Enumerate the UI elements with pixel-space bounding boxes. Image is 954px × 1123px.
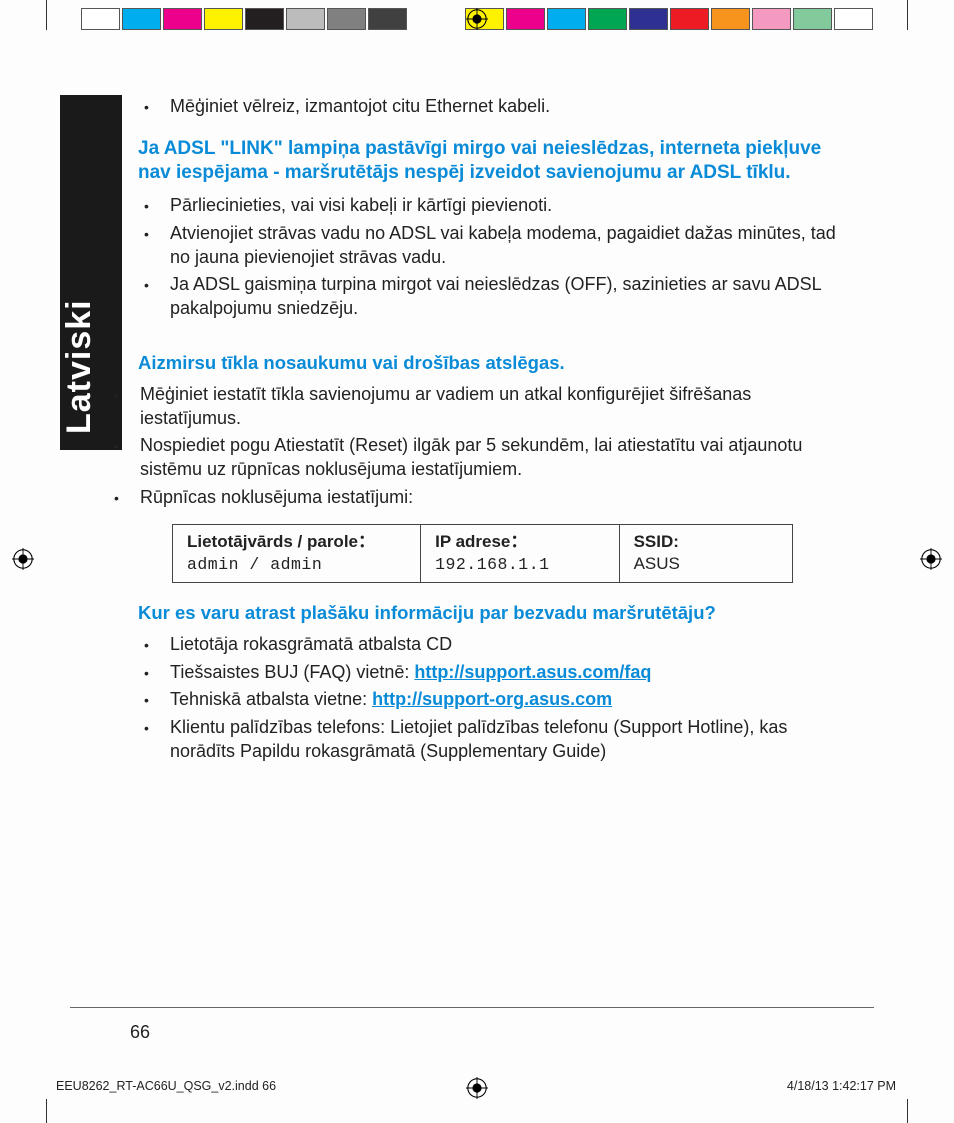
default-settings-table: Lietotājvārds / parole： admin / admin IP… [172,524,793,583]
bullet-list: Mēģiniet iestatīt tīkla savienojumu ar v… [108,383,844,510]
trim-mark [46,0,47,30]
list-item: Mēģiniet iestatīt tīkla savienojumu ar v… [108,383,844,431]
list-item: Tehniskā atbalsta vietne: http://support… [138,688,844,712]
registration-mark-icon [466,1077,488,1099]
list-item: Atvienojiet strāvas vadu no ADSL vai kab… [138,222,844,270]
trim-mark [907,0,908,30]
list-item: Ja ADSL gaismiņa turpina mirgot vai neie… [138,273,844,321]
ip-value: 192.168.1.1 [435,555,549,574]
registration-mark-icon [12,548,34,570]
list-item: Pārliecinieties, vai visi kabeļi ir kārt… [138,194,844,218]
bullet-list: Lietotāja rokasgrāmatā atbalsta CD Tiešs… [138,633,844,764]
ssid-label: SSID: [634,532,679,551]
page-number: 66 [130,1022,150,1043]
table-row: Lietotājvārds / parole： admin / admin IP… [173,524,793,582]
ip-label: IP adrese： [435,532,527,551]
list-item: Rūpnīcas noklusējuma iestatījumi: [108,486,844,510]
registration-mark-icon [466,8,488,30]
ssid-value: ASUS [634,554,680,573]
registration-mark-icon [920,548,942,570]
list-item: Mēģiniet vēlreiz, izmantojot citu Ethern… [138,95,844,119]
bullet-list: Pārliecinieties, vai visi kabeļi ir kārt… [138,194,844,321]
table-cell: Lietotājvārds / parole： admin / admin [173,524,421,582]
table-cell: IP adrese： 192.168.1.1 [421,524,619,582]
list-item: Klientu palīdzības telefons: Lietojiet p… [138,716,844,764]
list-item: Lietotāja rokasgrāmatā atbalsta CD [138,633,844,657]
support-link[interactable]: http://support-org.asus.com [372,689,612,709]
bullet-list: Mēģiniet vēlreiz, izmantojot citu Ethern… [138,95,844,119]
heading-more-info: Kur es varu atrast plašāku informāciju p… [138,601,844,625]
heading-forgot-network: Aizmirsu tīkla nosaukumu vai drošības at… [138,351,844,375]
credentials-value: admin / admin [187,555,322,574]
slug-timestamp: 4/18/13 1:42:17 PM [787,1079,896,1093]
heading-adsl-link: Ja ADSL "LINK" lampiņa pastāvīgi mirgo v… [138,137,844,186]
list-item: Tiešsaistes BUJ (FAQ) vietnē: http://sup… [138,661,844,685]
faq-link[interactable]: http://support.asus.com/faq [414,662,651,682]
table-cell: SSID: ASUS [619,524,793,582]
list-item: Nospiediet pogu Atiestatīt (Reset) ilgāk… [108,434,844,482]
credentials-label: Lietotājvārds / parole： [187,532,375,551]
faq-prefix: Tiešsaistes BUJ (FAQ) vietnē: [170,662,414,682]
trim-mark [46,1099,47,1123]
support-prefix: Tehniskā atbalsta vietne: [170,689,372,709]
content-area: Mēģiniet vēlreiz, izmantojot citu Ethern… [138,95,884,764]
footer-rule [70,1007,874,1008]
slug-filename: EEU8262_RT-AC66U_QSG_v2.indd 66 [56,1079,276,1093]
page-body: Latviski Mēģiniet vēlreiz, izmantojot ci… [60,95,884,1028]
trim-mark [907,1099,908,1123]
